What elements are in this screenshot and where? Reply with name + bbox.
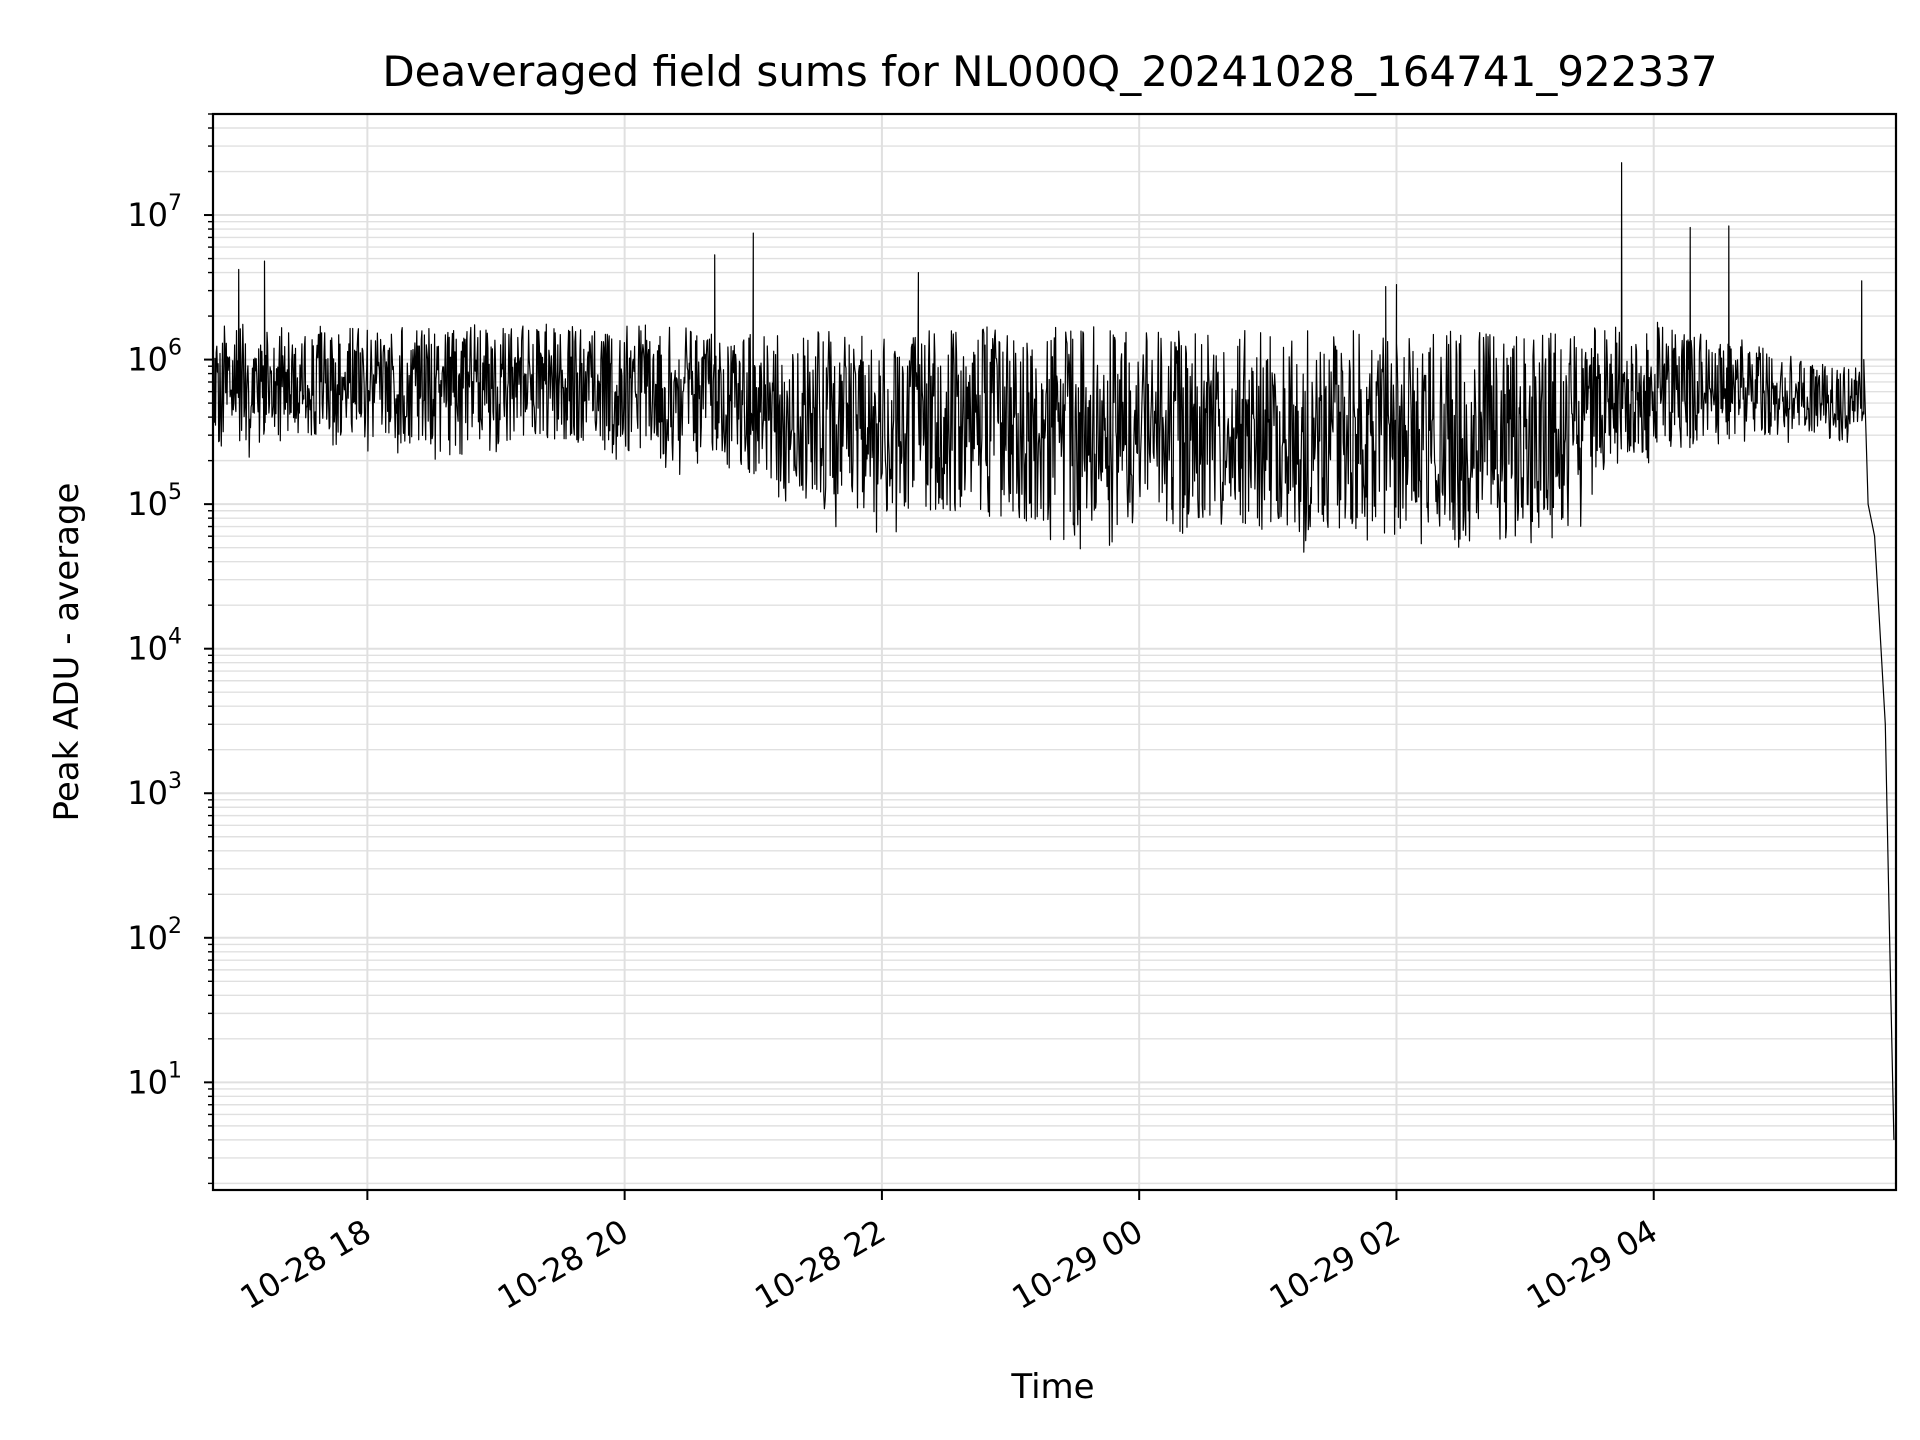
series-line	[212, 162, 1895, 1140]
y-tick-label: 103	[127, 769, 182, 812]
y-tick-label: 104	[127, 625, 182, 668]
y-tick-label: 107	[127, 191, 182, 234]
y-axis-label: Peak ADU - average	[47, 483, 87, 822]
x-axis-label: Time	[1010, 1367, 1094, 1407]
y-tick-label: 102	[127, 914, 182, 957]
y-tick-label: 106	[127, 336, 182, 379]
series-layer	[212, 162, 1895, 1140]
y-tick-label: 101	[127, 1058, 182, 1101]
grid	[213, 113, 1896, 1190]
chart-title: Deaveraged field sums for NL000Q_2024102…	[382, 47, 1717, 96]
plot-frame	[211, 112, 1898, 1192]
y-tick-label: 105	[127, 480, 182, 523]
